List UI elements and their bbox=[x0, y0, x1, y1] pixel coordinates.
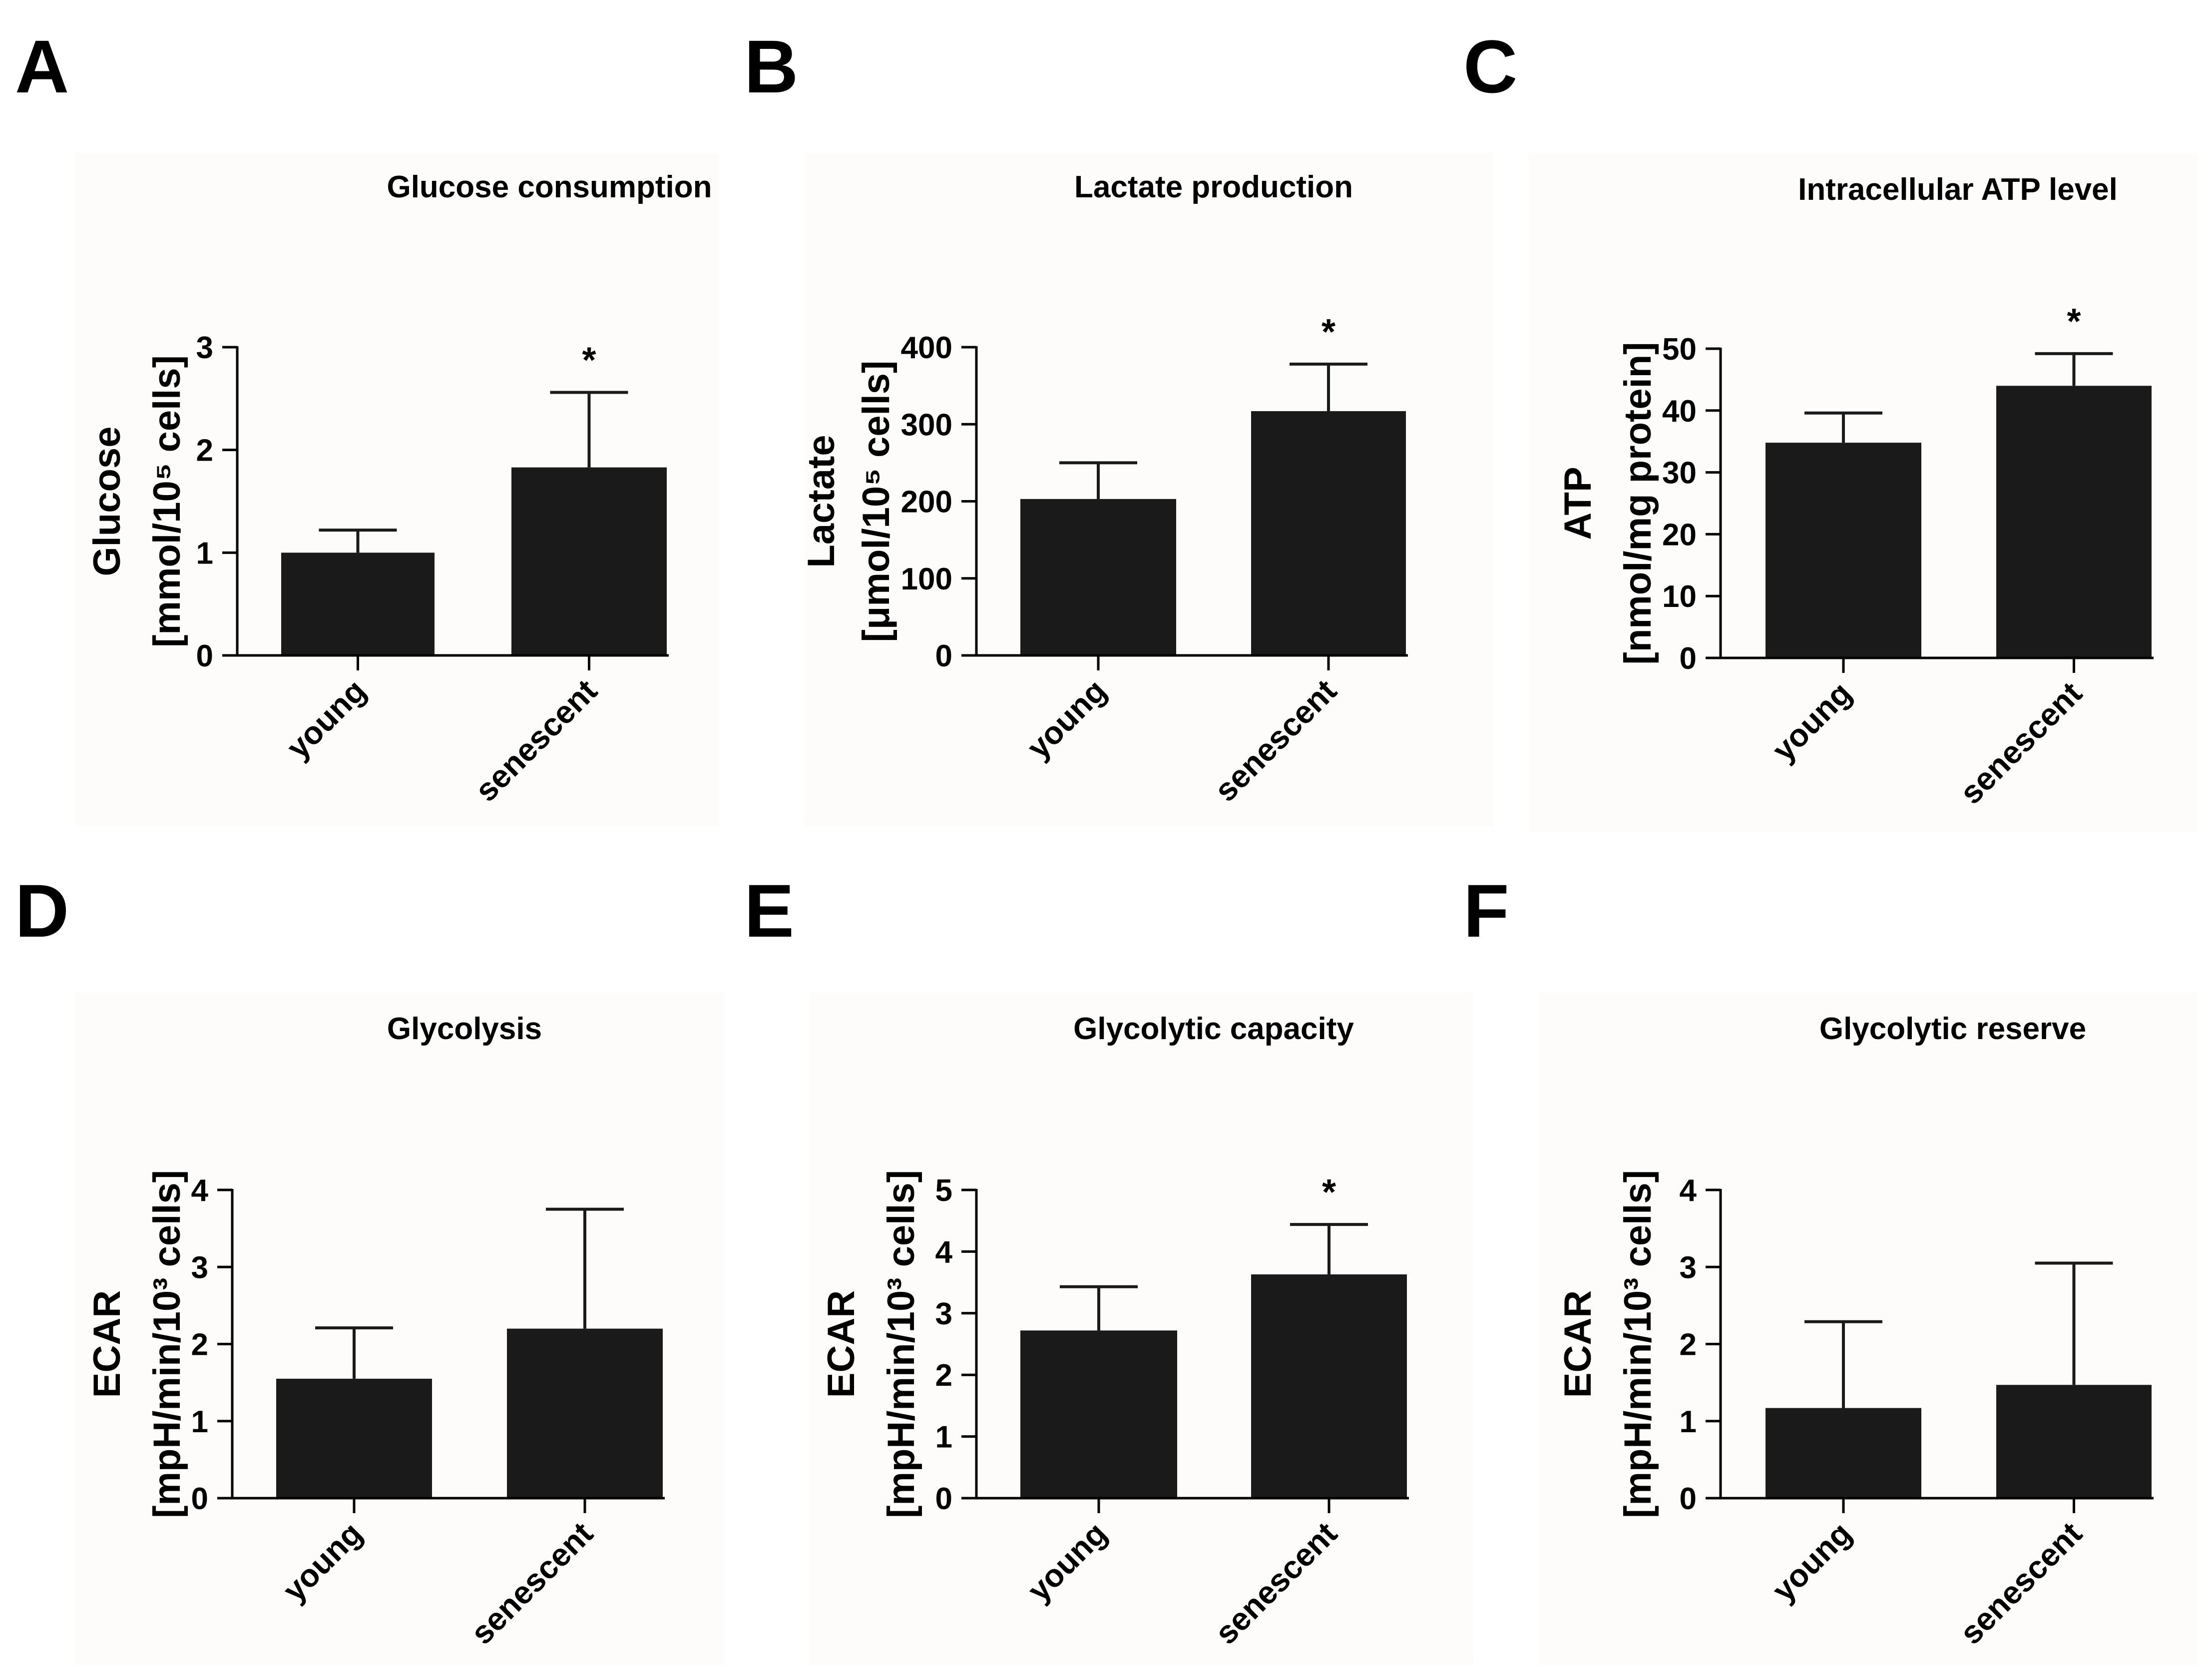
y-tick-label: 3 bbox=[1680, 1250, 1697, 1285]
y-tick-label: 1 bbox=[1680, 1405, 1697, 1439]
y-tick-label: 4 bbox=[191, 1173, 209, 1208]
y-tick-label: 200 bbox=[901, 485, 952, 520]
y-tick-label: 2 bbox=[196, 434, 213, 468]
y-axis-label: ECAR bbox=[1557, 1290, 1599, 1398]
y-tick-label: 100 bbox=[901, 562, 952, 596]
y-axis-label: ECAR bbox=[820, 1290, 863, 1398]
y-tick-label: 0 bbox=[1680, 1482, 1697, 1516]
y-tick-label: 5 bbox=[935, 1173, 952, 1208]
significance-marker: * bbox=[1322, 1172, 1336, 1212]
chart-title: Glycolysis bbox=[387, 1012, 542, 1046]
y-tick-label: 2 bbox=[191, 1328, 208, 1362]
y-tick-label: 1 bbox=[935, 1420, 952, 1455]
panel-letter: E bbox=[744, 869, 794, 953]
y-axis-label: ECAR bbox=[86, 1290, 128, 1398]
significance-marker: * bbox=[2067, 302, 2081, 342]
bar-senescent bbox=[1996, 1385, 2152, 1498]
y-tick-label: 0 bbox=[196, 639, 213, 673]
significance-marker: * bbox=[582, 340, 596, 380]
y-tick-label: 2 bbox=[935, 1358, 952, 1393]
y-axis-unit-label: [mpH/min/10³ cells] bbox=[1617, 1170, 1659, 1518]
bar-senescent bbox=[1251, 1274, 1407, 1498]
panel-letter: F bbox=[1463, 869, 1509, 953]
panel-background bbox=[1538, 992, 2198, 1666]
bar-young bbox=[281, 553, 435, 655]
y-axis-unit-label: [mpH/min/10³ cells] bbox=[880, 1170, 922, 1518]
y-tick-label: 0 bbox=[935, 1482, 952, 1516]
panel-letter: B bbox=[744, 24, 798, 108]
chart-title: Glycolytic reserve bbox=[1819, 1012, 2086, 1046]
y-tick-label: 0 bbox=[191, 1482, 208, 1516]
bar-young bbox=[1020, 499, 1176, 655]
y-tick-label: 3 bbox=[196, 331, 213, 365]
y-tick-label: 30 bbox=[1662, 456, 1697, 491]
bar-senescent bbox=[1996, 386, 2152, 658]
bar-young bbox=[1020, 1330, 1177, 1498]
y-tick-label: 20 bbox=[1662, 518, 1697, 552]
y-tick-label: 400 bbox=[901, 331, 952, 365]
bar-senescent bbox=[511, 467, 667, 655]
y-tick-label: 40 bbox=[1662, 394, 1697, 429]
significance-marker: * bbox=[1322, 312, 1335, 352]
chart-title: Glucose consumption bbox=[387, 170, 712, 204]
y-tick-label: 300 bbox=[901, 408, 952, 442]
y-tick-label: 4 bbox=[1680, 1173, 1697, 1208]
y-axis-unit-label: [nmol/mg protein] bbox=[1617, 342, 1659, 665]
y-tick-label: 0 bbox=[935, 639, 952, 673]
y-tick-label: 10 bbox=[1662, 579, 1697, 614]
y-axis-unit-label: [mmol/10⁵ cells] bbox=[146, 355, 188, 647]
y-tick-label: 3 bbox=[935, 1297, 952, 1331]
chart-title: Intracellular ATP level bbox=[1798, 172, 2118, 207]
bar-senescent bbox=[507, 1328, 663, 1498]
y-axis-unit-label: [μmol/10⁵ cells] bbox=[855, 361, 897, 642]
panel-letter: D bbox=[15, 869, 69, 953]
y-axis-label: Lactate bbox=[800, 435, 843, 567]
y-tick-label: 2 bbox=[1680, 1328, 1697, 1362]
y-axis-label: ATP bbox=[1557, 467, 1599, 540]
bar-young bbox=[1766, 443, 1921, 658]
y-axis-label: Glucose bbox=[86, 427, 128, 576]
y-tick-label: 1 bbox=[191, 1405, 208, 1439]
chart-title: Lactate production bbox=[1074, 170, 1353, 204]
panel-letter: A bbox=[15, 24, 69, 108]
bar-young bbox=[1766, 1408, 1921, 1498]
y-tick-label: 50 bbox=[1662, 332, 1697, 367]
chart-title: Glycolytic capacity bbox=[1073, 1012, 1354, 1046]
y-tick-label: 4 bbox=[935, 1235, 953, 1269]
y-axis-unit-label: [mpH/min/10³ cells] bbox=[146, 1170, 188, 1518]
bar-young bbox=[276, 1378, 432, 1498]
bar-senescent bbox=[1251, 411, 1406, 655]
panel-letter: C bbox=[1463, 24, 1517, 108]
y-tick-label: 1 bbox=[196, 536, 213, 570]
y-tick-label: 0 bbox=[1680, 641, 1697, 676]
y-tick-label: 3 bbox=[191, 1250, 208, 1285]
